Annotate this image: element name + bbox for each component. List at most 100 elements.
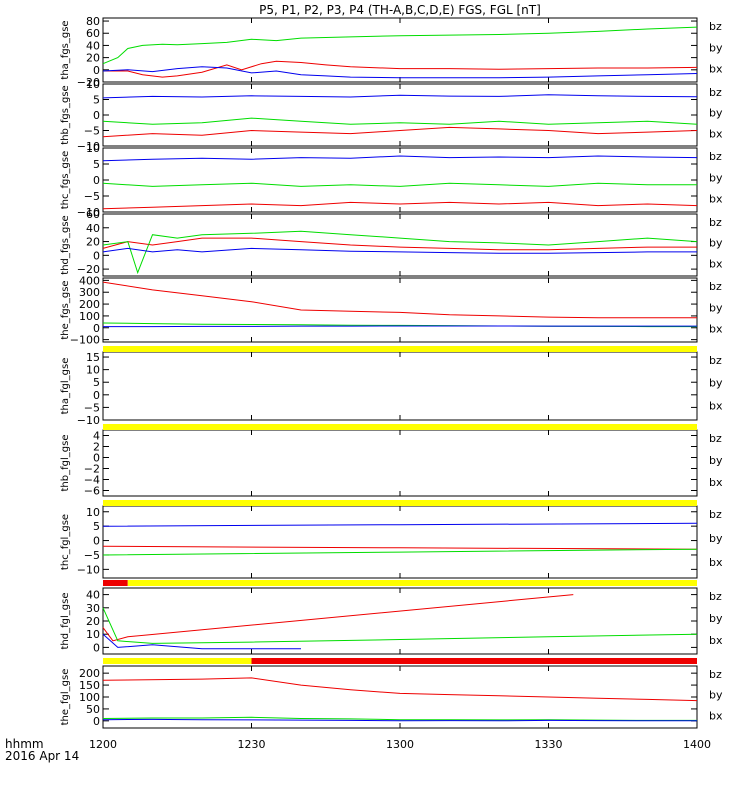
series-line-by — [102, 607, 698, 644]
flag-segment-yellow — [103, 346, 697, 352]
series-line-bx — [102, 522, 698, 527]
x-tick-label: 1400 — [683, 738, 711, 751]
series-line-bx — [102, 718, 697, 722]
flag-segment-red — [103, 580, 128, 586]
series-line-bz — [103, 60, 698, 78]
panel-frame — [102, 83, 698, 147]
y-tick-label: 20 — [86, 236, 100, 249]
y-tick-label: 40 — [86, 39, 100, 52]
series-line-bx — [102, 155, 698, 162]
y-tick-label: 200 — [79, 298, 100, 311]
y-axis-label: the_fgl_gse — [60, 669, 71, 726]
y-axis-label: tha_fgl_gse — [60, 358, 71, 415]
y-tick-label: 40 — [86, 222, 100, 235]
y-tick-label: 0 — [93, 174, 100, 187]
y-tick-label: 10 — [86, 78, 100, 91]
time-axis-label: hhmm — [5, 737, 44, 751]
y-tick-label: −5 — [84, 549, 100, 562]
series-line-by — [102, 230, 698, 275]
series-line-by — [102, 548, 698, 556]
legend-by: by — [709, 107, 723, 120]
legend-bx: bx — [709, 193, 723, 206]
legend-by: by — [709, 454, 723, 467]
y-tick-label: −10 — [77, 414, 100, 427]
flag-bar — [103, 658, 697, 664]
y-tick-label: −100 — [70, 334, 100, 347]
y-tick-label: 4 — [93, 430, 100, 443]
y-tick-label: 10 — [86, 142, 100, 155]
panel-frame — [102, 429, 698, 497]
panel-frame — [102, 505, 698, 579]
y-tick-label: 20 — [86, 615, 100, 628]
x-tick-label: 1230 — [238, 738, 266, 751]
y-tick-label: 80 — [86, 15, 100, 28]
y-tick-label: 10 — [86, 506, 100, 519]
legend-bz: bz — [709, 432, 722, 445]
legend-bx: bx — [709, 556, 723, 569]
y-tick-label: 0 — [93, 109, 100, 122]
panel-frame — [102, 587, 698, 655]
y-tick-label: −10 — [77, 563, 100, 576]
legend-by: by — [709, 532, 723, 545]
series-line-bx — [102, 94, 698, 99]
flag-segment-yellow — [103, 658, 252, 664]
y-tick-label: −5 — [84, 401, 100, 414]
y-tick-label: 60 — [86, 27, 100, 40]
y-axis-label: thd_fgl_gse — [60, 593, 71, 650]
legend-bx: bx — [709, 399, 723, 412]
y-axis-label: the_fgs_gse — [60, 280, 71, 339]
flag-segment-red — [251, 658, 697, 664]
y-tick-label: 5 — [93, 376, 100, 389]
panel-frame — [102, 17, 698, 83]
series-line-bx — [103, 325, 697, 328]
y-tick-label: 0 — [93, 641, 100, 654]
panel-frame — [102, 213, 698, 277]
legend-bx: bx — [709, 709, 723, 722]
legend-bz: bz — [709, 668, 722, 681]
series-line-bx — [102, 66, 698, 79]
flag-bar — [103, 424, 697, 430]
series-line-bz — [102, 677, 698, 702]
series-line-by — [102, 26, 698, 65]
legend-by: by — [709, 41, 723, 54]
y-tick-label: 10 — [86, 364, 100, 377]
legend-bz: bz — [709, 354, 722, 367]
y-tick-label: −2 — [84, 463, 100, 476]
legend-by: by — [709, 612, 723, 625]
y-tick-label: 300 — [79, 286, 100, 299]
flag-bar — [103, 500, 697, 506]
series-line-bz — [102, 594, 574, 642]
legend-by: by — [709, 377, 723, 390]
legend-bz: bz — [709, 280, 722, 293]
y-tick-label: 100 — [79, 310, 100, 323]
chart-title: P5, P1, P2, P3, P4 (TH-A,B,C,D,E) FGS, F… — [259, 3, 541, 17]
panel-frame — [102, 351, 698, 421]
y-tick-label: 400 — [79, 274, 100, 287]
series-line-by — [102, 117, 698, 125]
series-line-bz — [102, 126, 698, 138]
y-axis-label: thd_fgs_gse — [60, 215, 71, 274]
series-line-bz — [102, 237, 697, 251]
y-tick-label: 5 — [93, 520, 100, 533]
y-tick-label: 5 — [93, 94, 100, 107]
panel-frame — [102, 147, 698, 213]
y-tick-label: −10 — [77, 140, 100, 153]
y-tick-label: 5 — [93, 158, 100, 171]
flag-bar — [103, 580, 697, 586]
legend-bx: bx — [709, 476, 723, 489]
y-tick-label: −10 — [77, 206, 100, 219]
panel-frame — [102, 277, 698, 343]
legend-by: by — [709, 301, 723, 314]
legend-bz: bz — [709, 86, 722, 99]
y-tick-label: 0 — [93, 389, 100, 402]
legend-bx: bx — [709, 323, 723, 336]
y-tick-label: 2 — [93, 441, 100, 454]
y-tick-label: 50 — [86, 703, 100, 716]
y-tick-label: 10 — [86, 628, 100, 641]
legend-by: by — [709, 171, 723, 184]
